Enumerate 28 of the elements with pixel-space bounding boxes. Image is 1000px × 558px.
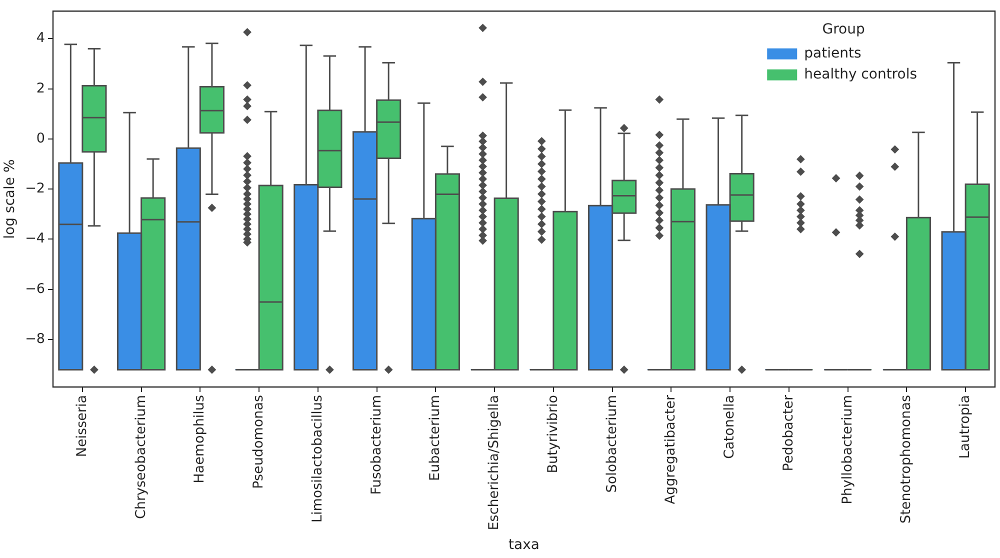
x-tick-label: Lautropia bbox=[957, 395, 974, 459]
y-tick-label: 0 bbox=[36, 130, 45, 146]
y-tick-label: −4 bbox=[25, 230, 45, 247]
x-tick-label: Haemophilus bbox=[192, 395, 208, 484]
x-tick-label: Solobacterium bbox=[604, 395, 620, 493]
y-tick-label: 4 bbox=[36, 30, 45, 46]
x-tick-label: Chryseobacterium bbox=[132, 395, 149, 519]
x-tick-label: Phyllobacterium bbox=[839, 395, 856, 504]
x-tick-label: Aggregatibacter bbox=[662, 394, 679, 504]
y-axis-title: log scale % bbox=[2, 159, 18, 239]
x-tick-label: Escherichia/Shigella bbox=[486, 395, 502, 530]
x-tick-label: Pseudomonas bbox=[250, 395, 267, 489]
x-tick-label: Pedobacter bbox=[780, 394, 796, 472]
legend-label: healthy controls bbox=[804, 66, 917, 83]
x-tick-label: Fusobacterium bbox=[368, 395, 384, 495]
x-tick-label: Stenotrophomonas bbox=[898, 395, 914, 524]
x-tick-label: Butyrivibrio bbox=[544, 395, 561, 474]
legend-label: patients bbox=[804, 46, 862, 62]
x-tick-label: Eubacterium bbox=[427, 395, 444, 481]
y-tick-label: −6 bbox=[25, 280, 45, 297]
x-axis-title: taxa bbox=[508, 537, 540, 554]
x-tick-label: Catonella bbox=[722, 395, 738, 459]
y-tick-label: −2 bbox=[25, 180, 45, 197]
y-tick-label: −8 bbox=[25, 330, 45, 347]
legend-title: Group bbox=[822, 22, 865, 38]
y-tick-label: 2 bbox=[36, 80, 45, 96]
x-tick-label: Neisseria bbox=[74, 395, 90, 458]
x-tick-label: Limosilactobacillus bbox=[309, 395, 326, 523]
